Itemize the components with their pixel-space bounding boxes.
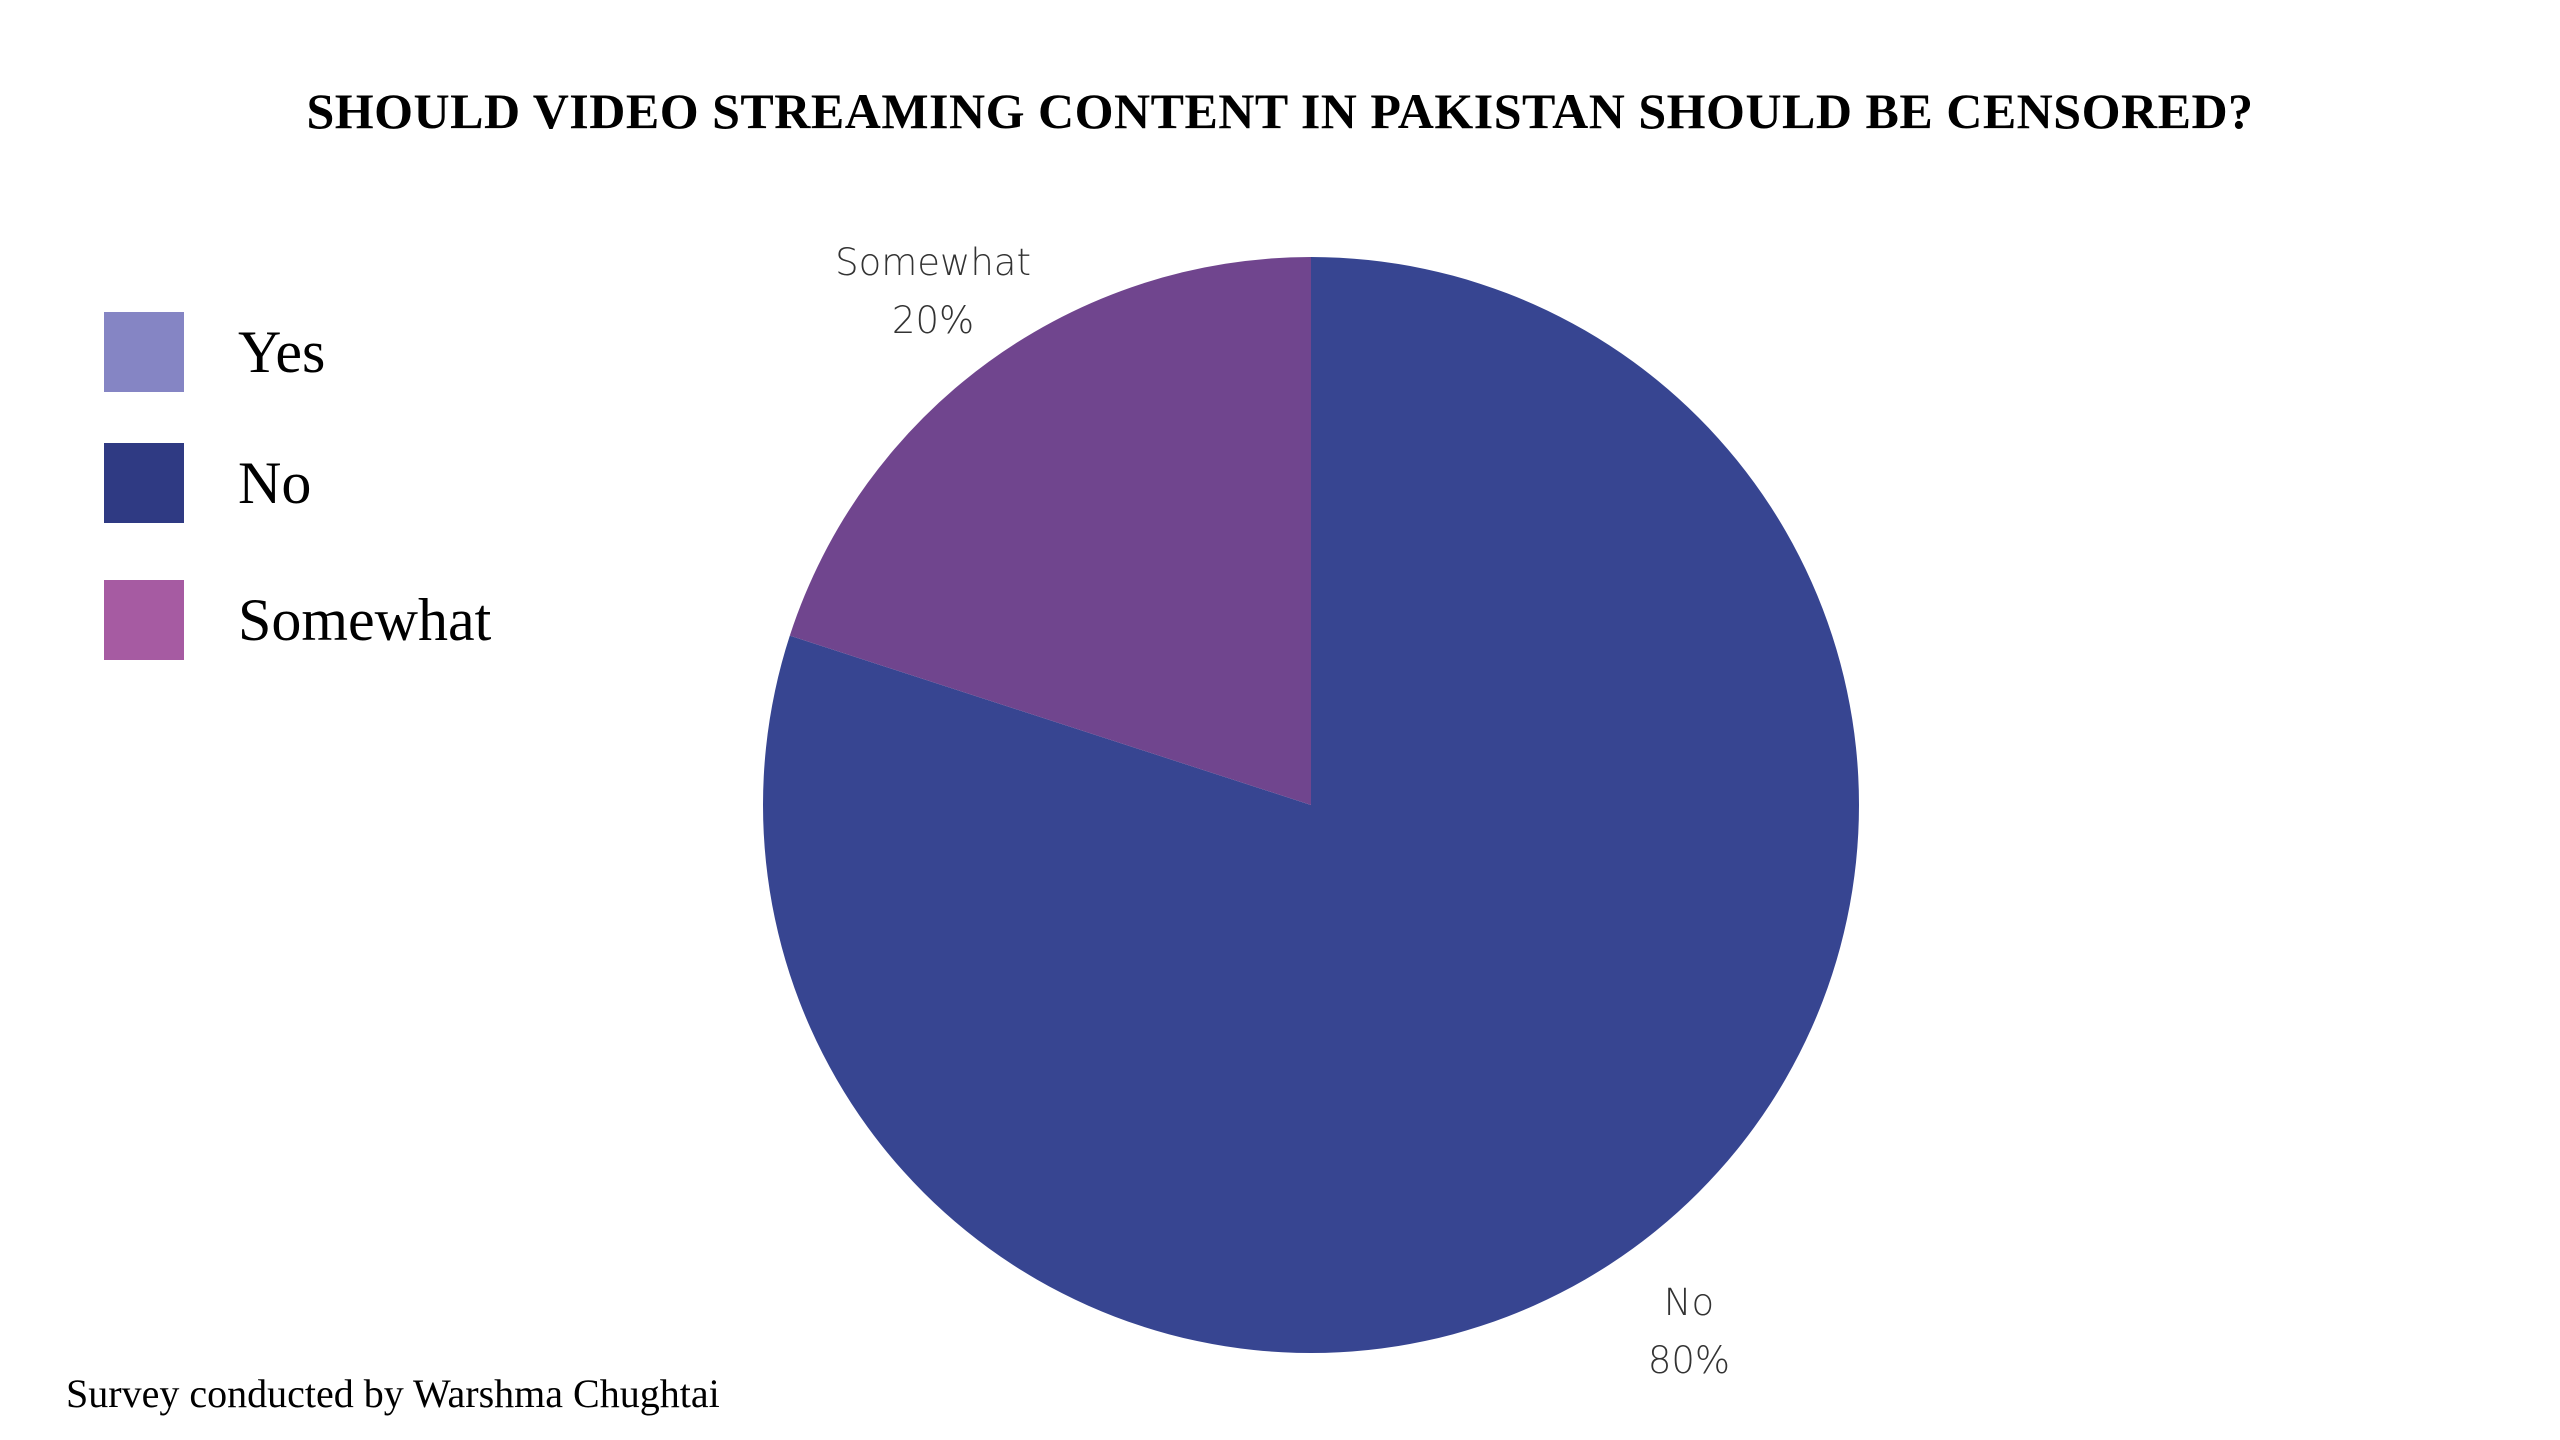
footnote: Survey conducted by Warshma Chughtai	[66, 1371, 720, 1416]
legend-label-no: No	[238, 450, 312, 516]
slice-label-no: No	[1664, 1281, 1714, 1324]
pie-slice-somewhat	[789, 257, 1311, 805]
pie-slice-no	[763, 257, 1860, 1354]
legend-swatch-no	[104, 443, 184, 523]
slice-percent-no: 80%	[1648, 1339, 1730, 1382]
slice-label-somewhat: Somewhat	[835, 241, 1031, 284]
legend-swatch-somewhat	[104, 580, 184, 660]
chart-title: SHOULD VIDEO STREAMING CONTENT IN PAKIST…	[306, 83, 2254, 139]
slice-percent-somewhat: 20%	[892, 299, 974, 342]
legend-label-yes: Yes	[238, 319, 326, 385]
legend-swatch-yes	[104, 312, 184, 392]
legend-label-somewhat: Somewhat	[238, 587, 492, 653]
